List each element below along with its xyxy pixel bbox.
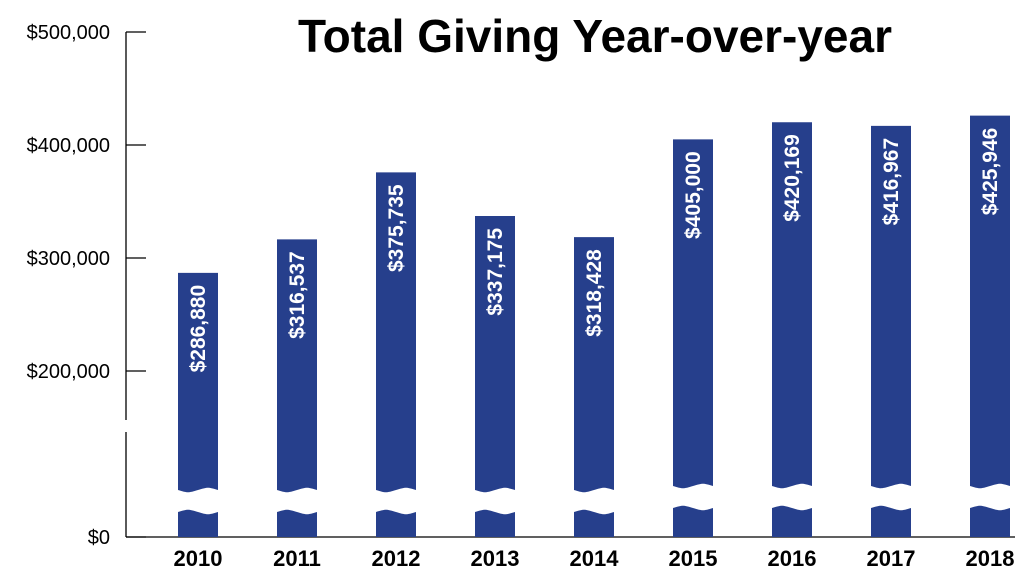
- bar-lower-stub: [970, 505, 1010, 537]
- bar-lower-stub: [376, 509, 416, 537]
- bar: [178, 272, 218, 493]
- x-tick-label: 2018: [966, 546, 1015, 567]
- bar: [772, 122, 812, 489]
- bar: [574, 237, 614, 493]
- bar-lower-stub: [277, 509, 317, 537]
- bar-lower-stub: [871, 505, 911, 537]
- y-tick-label: $400,000: [27, 135, 110, 157]
- data-label: $420,169: [781, 134, 804, 222]
- bar: [970, 115, 1010, 489]
- data-label: $337,175: [484, 228, 507, 316]
- bar-lower-stub: [772, 505, 812, 537]
- bars: $286,880 $316,537 $375,735 $337,175 $318,428…: [178, 115, 1010, 537]
- x-tick-label: 2017: [867, 546, 916, 567]
- x-tick-label: 2010: [174, 546, 223, 567]
- data-label: $316,537: [286, 251, 309, 339]
- x-tick-label: 2012: [372, 546, 421, 567]
- x-tick-label: 2016: [768, 546, 817, 567]
- bar: [475, 215, 515, 493]
- bar: [673, 139, 713, 489]
- data-label: $286,880: [187, 285, 210, 373]
- data-label: $416,967: [880, 138, 903, 226]
- bar-lower-stub: [178, 509, 218, 537]
- data-label: $405,000: [682, 151, 705, 239]
- bar: [277, 239, 317, 493]
- y-tick-label: $300,000: [27, 248, 110, 270]
- bar-lower-stub: [673, 505, 713, 537]
- y-tick-label: $500,000: [27, 22, 110, 44]
- bar-lower-stub: [475, 509, 515, 537]
- data-label: $425,946: [979, 128, 1002, 216]
- x-tick-label: 2011: [273, 546, 321, 567]
- chart-title: Total Giving Year-over-year: [298, 10, 892, 62]
- bar-lower-stub: [574, 509, 614, 537]
- data-label: $318,428: [583, 249, 606, 337]
- bar: [376, 172, 416, 493]
- y-tick-label: $0: [88, 527, 110, 549]
- bar: [871, 125, 911, 489]
- x-tick-label: 2013: [471, 546, 520, 567]
- data-label: $375,735: [385, 184, 408, 272]
- x-tick-label: 2014: [570, 546, 620, 567]
- x-tick-label: 2015: [669, 546, 718, 567]
- y-tick-label: $200,000: [27, 361, 110, 383]
- axes: $0 $200,000 $300,000 $400,000 $500,000 2010 20…: [27, 22, 1015, 567]
